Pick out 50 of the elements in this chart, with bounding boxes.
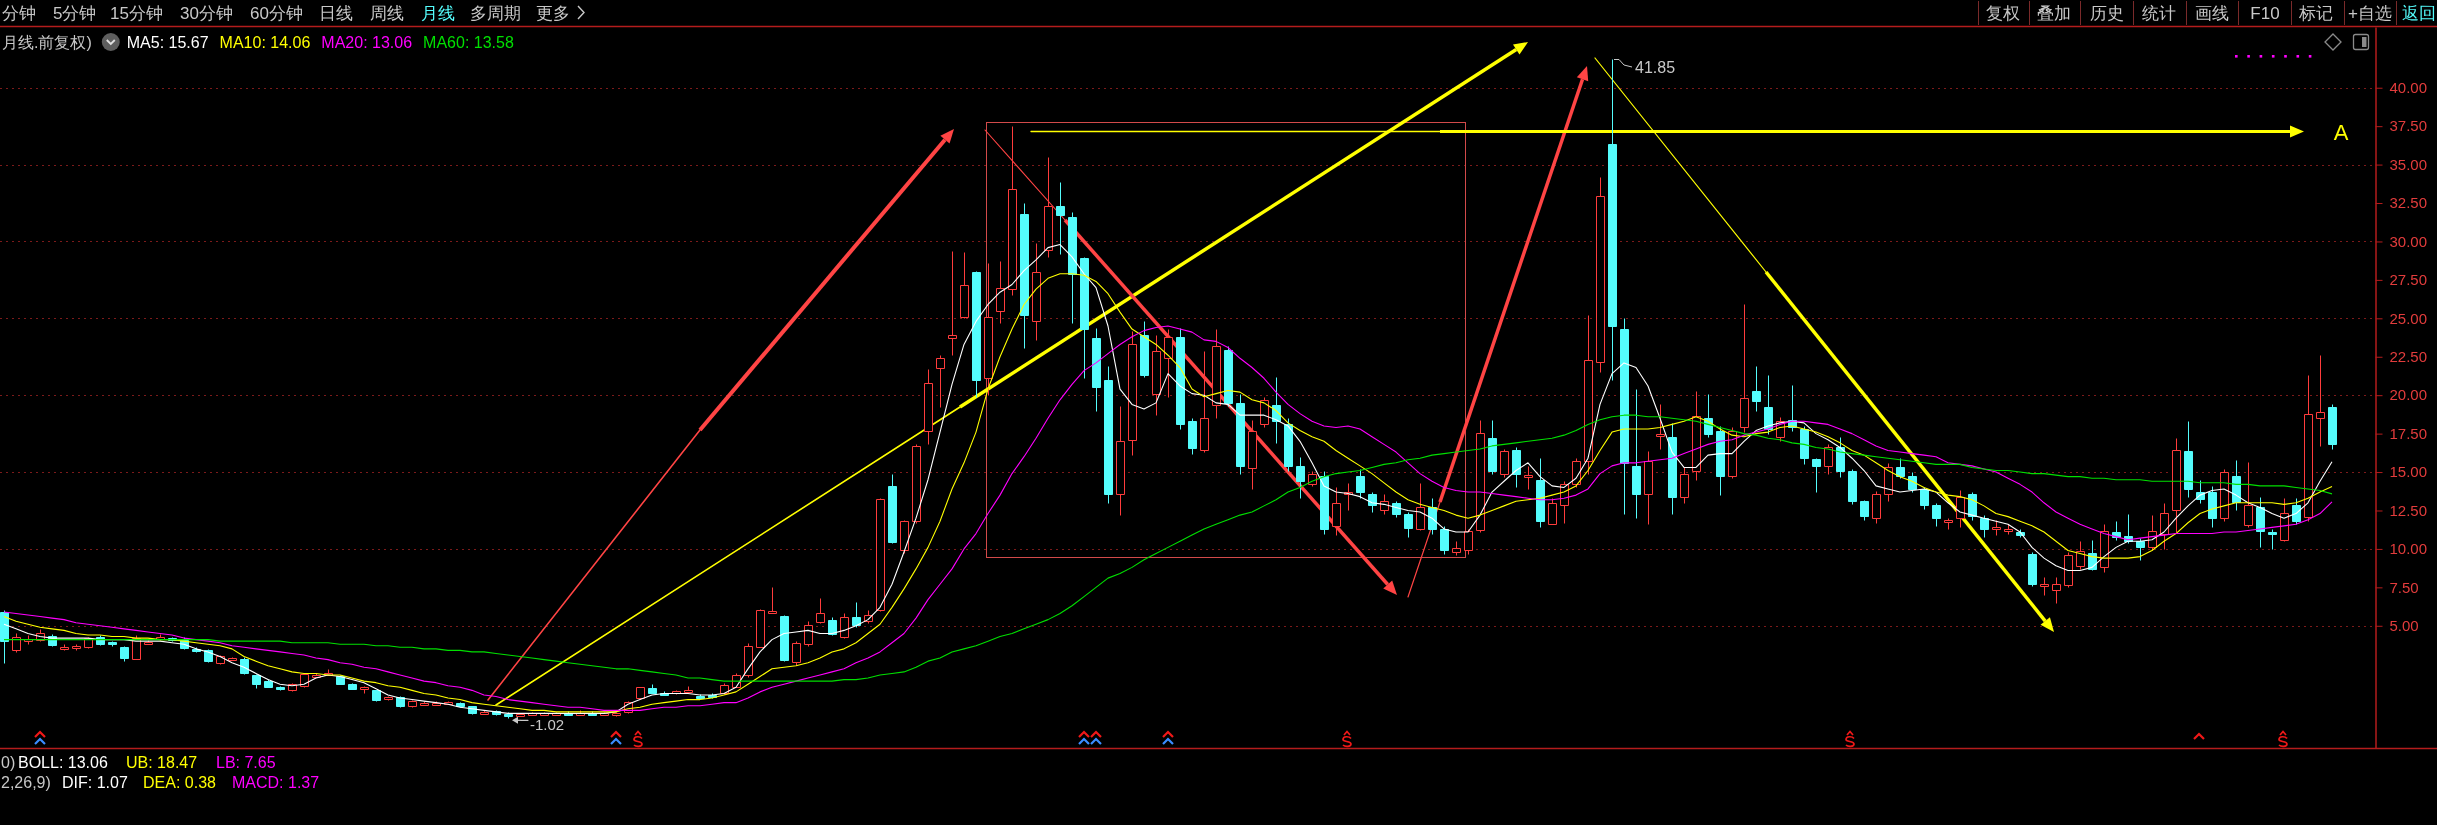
text: +自选 xyxy=(2348,3,2392,23)
text: MA10: 14.06 xyxy=(219,33,311,51)
text: 15分钟 xyxy=(110,3,163,23)
y-tick-label: 12.50 xyxy=(2389,501,2428,519)
y-tick-label: 40.00 xyxy=(2389,79,2428,97)
text: LB: 7.65 xyxy=(216,753,276,771)
text: 历史 xyxy=(2090,3,2124,23)
y-tick-label: 25.00 xyxy=(2389,309,2428,327)
text: 标记 xyxy=(2298,3,2333,23)
annotation: A xyxy=(2333,119,2349,145)
text: 日线 xyxy=(319,3,353,23)
text: 返回 xyxy=(2402,3,2436,23)
y-tick-label: 10.00 xyxy=(2389,540,2428,558)
chart-title: 月线.前复权) xyxy=(2,33,92,51)
text: 画线 xyxy=(2195,3,2229,23)
text: 更多 xyxy=(536,3,570,23)
text: DEA: 0.38 xyxy=(143,773,217,791)
text: 月线 xyxy=(421,3,455,23)
text: DIF: 1.07 xyxy=(62,773,128,791)
text: 5分钟 xyxy=(53,3,97,23)
annotation: 41.85 xyxy=(1635,58,1676,76)
text: F10 xyxy=(2250,3,2280,23)
text: 分钟 xyxy=(2,3,36,23)
text: 0) xyxy=(1,753,16,771)
text: 复权 xyxy=(1986,3,2020,23)
y-tick-label: 30.00 xyxy=(2389,232,2428,250)
y-tick-label: 5.00 xyxy=(2389,617,2419,635)
annotation: -1.02 xyxy=(530,715,565,733)
y-tick-label: 37.50 xyxy=(2389,117,2428,135)
text: 30分钟 xyxy=(180,3,233,23)
text: MA20: 13.06 xyxy=(321,33,413,51)
y-tick-label: 22.50 xyxy=(2389,348,2428,366)
text: 60分钟 xyxy=(250,3,303,23)
y-tick-label: 32.50 xyxy=(2389,194,2428,212)
y-tick-label: 7.50 xyxy=(2389,578,2419,596)
text: BOLL: 13.06 xyxy=(18,753,108,771)
y-tick-label: 17.50 xyxy=(2389,424,2428,442)
text: MA60: 13.58 xyxy=(423,33,514,51)
y-tick-label: 20.00 xyxy=(2389,386,2428,404)
text: 统计 xyxy=(2142,3,2176,23)
text: 多周期 xyxy=(470,3,521,23)
text: UB: 18.47 xyxy=(126,753,198,771)
y-tick-label: 35.00 xyxy=(2389,155,2428,173)
text: MA5: 15.67 xyxy=(126,33,209,51)
text: 周线 xyxy=(370,3,404,23)
text: 叠加 xyxy=(2037,3,2071,23)
y-tick-label: 15.00 xyxy=(2389,463,2428,481)
y-tick-label: 27.50 xyxy=(2389,271,2428,289)
text: 2,26,9) xyxy=(1,773,51,791)
text: MACD: 1.37 xyxy=(232,773,320,791)
